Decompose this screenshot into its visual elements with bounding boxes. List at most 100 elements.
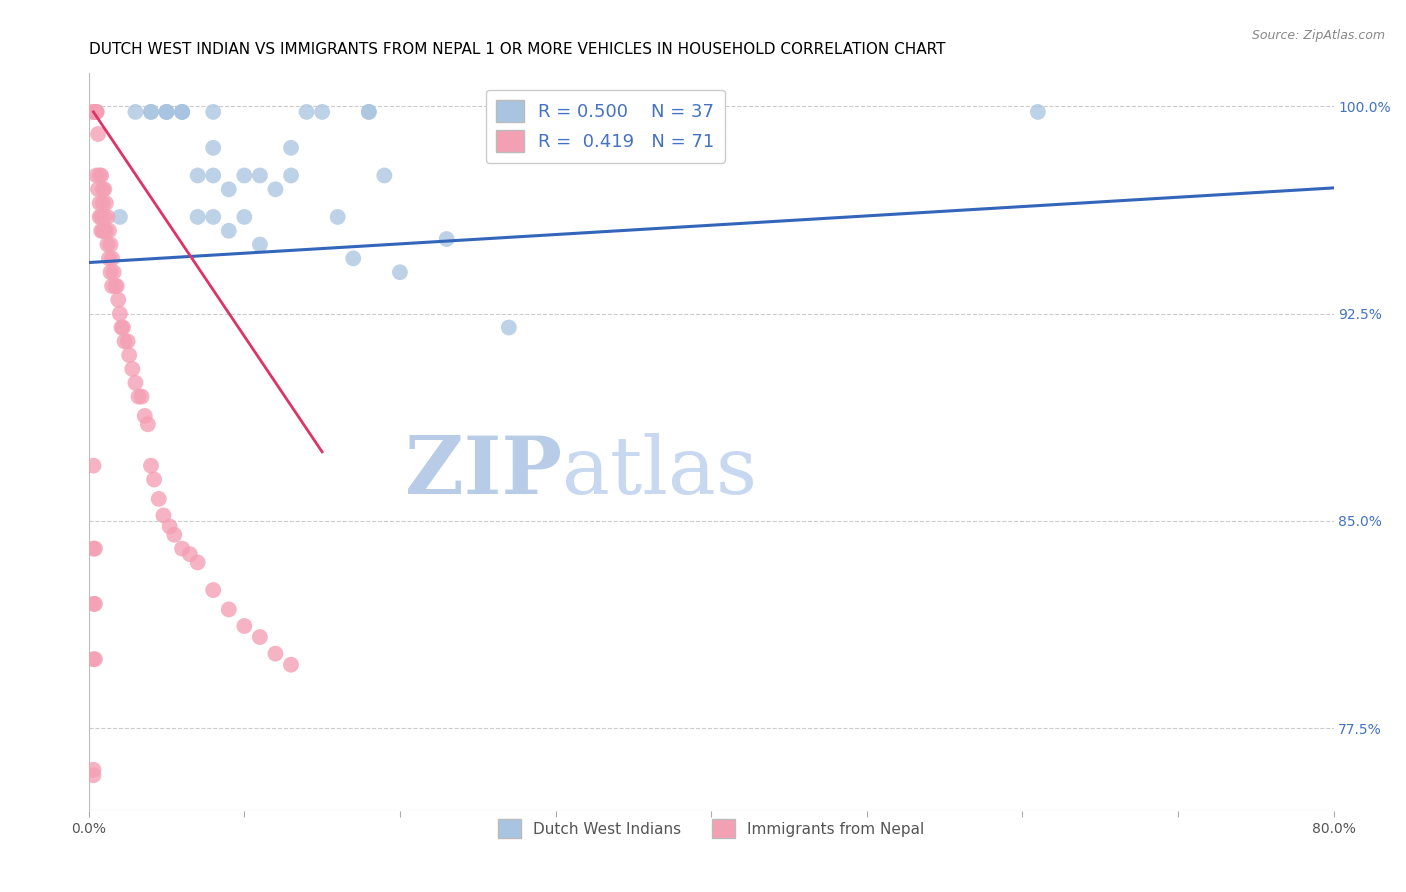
Point xyxy=(108,210,131,224)
Point xyxy=(249,237,271,252)
Point xyxy=(1026,104,1049,119)
Point xyxy=(114,334,136,349)
Point xyxy=(93,182,115,196)
Point xyxy=(218,602,240,616)
Point xyxy=(82,763,104,777)
Point xyxy=(90,224,112,238)
Text: DUTCH WEST INDIAN VS IMMIGRANTS FROM NEPAL 1 OR MORE VEHICLES IN HOUSEHOLD CORRE: DUTCH WEST INDIAN VS IMMIGRANTS FROM NEP… xyxy=(89,42,945,57)
Point xyxy=(357,104,380,119)
Point xyxy=(155,104,177,119)
Text: atlas: atlas xyxy=(562,433,756,511)
Point xyxy=(84,541,107,556)
Point xyxy=(82,597,104,611)
Point xyxy=(94,224,117,238)
Point xyxy=(264,182,287,196)
Point xyxy=(179,547,201,561)
Point xyxy=(91,224,114,238)
Point xyxy=(82,541,104,556)
Text: Source: ZipAtlas.com: Source: ZipAtlas.com xyxy=(1251,29,1385,42)
Point xyxy=(264,647,287,661)
Point xyxy=(86,104,108,119)
Point xyxy=(87,182,110,196)
Point xyxy=(202,583,225,598)
Point xyxy=(280,169,302,183)
Point xyxy=(187,210,209,224)
Text: ZIP: ZIP xyxy=(405,433,562,511)
Point xyxy=(172,541,194,556)
Point xyxy=(155,104,177,119)
Point xyxy=(187,169,209,183)
Point xyxy=(143,473,166,487)
Point xyxy=(98,224,121,238)
Point xyxy=(98,252,121,266)
Point xyxy=(202,169,225,183)
Point xyxy=(159,519,181,533)
Point xyxy=(117,334,139,349)
Point xyxy=(96,210,118,224)
Point xyxy=(187,556,209,570)
Point xyxy=(280,141,302,155)
Point xyxy=(139,458,162,473)
Point xyxy=(84,104,107,119)
Point xyxy=(90,210,112,224)
Point xyxy=(91,182,114,196)
Point xyxy=(202,141,225,155)
Point xyxy=(280,657,302,672)
Point xyxy=(86,169,108,183)
Point xyxy=(82,104,104,119)
Point xyxy=(498,320,520,334)
Point xyxy=(357,104,380,119)
Point xyxy=(108,307,131,321)
Point xyxy=(121,362,143,376)
Point xyxy=(172,104,194,119)
Point xyxy=(233,619,256,633)
Point xyxy=(91,196,114,211)
Point xyxy=(139,104,162,119)
Legend: Dutch West Indians, Immigrants from Nepal: Dutch West Indians, Immigrants from Nepa… xyxy=(492,814,931,844)
Point xyxy=(295,104,318,119)
Point xyxy=(202,210,225,224)
Point xyxy=(249,630,271,644)
Point xyxy=(218,182,240,196)
Point xyxy=(139,104,162,119)
Point xyxy=(82,458,104,473)
Point xyxy=(155,104,177,119)
Point xyxy=(124,104,146,119)
Point xyxy=(101,252,124,266)
Point xyxy=(118,348,141,362)
Point xyxy=(436,232,458,246)
Point xyxy=(82,652,104,666)
Point xyxy=(84,104,107,119)
Point xyxy=(101,279,124,293)
Point xyxy=(93,224,115,238)
Point xyxy=(136,417,159,432)
Point xyxy=(202,104,225,119)
Point xyxy=(326,210,349,224)
Point xyxy=(89,196,111,211)
Point xyxy=(128,390,150,404)
Point xyxy=(86,104,108,119)
Point xyxy=(96,237,118,252)
Point xyxy=(342,252,364,266)
Point xyxy=(89,169,111,183)
Point xyxy=(89,210,111,224)
Point xyxy=(93,210,115,224)
Point xyxy=(100,237,122,252)
Point xyxy=(163,528,186,542)
Point xyxy=(103,265,125,279)
Point xyxy=(233,210,256,224)
Point xyxy=(134,409,156,423)
Point xyxy=(249,169,271,183)
Point xyxy=(172,104,194,119)
Point xyxy=(84,652,107,666)
Point xyxy=(104,279,127,293)
Point xyxy=(82,768,104,782)
Point xyxy=(373,169,395,183)
Point xyxy=(148,491,170,506)
Point xyxy=(94,196,117,211)
Point xyxy=(233,169,256,183)
Point xyxy=(107,293,129,307)
Point xyxy=(388,265,411,279)
Point xyxy=(218,224,240,238)
Point xyxy=(82,104,104,119)
